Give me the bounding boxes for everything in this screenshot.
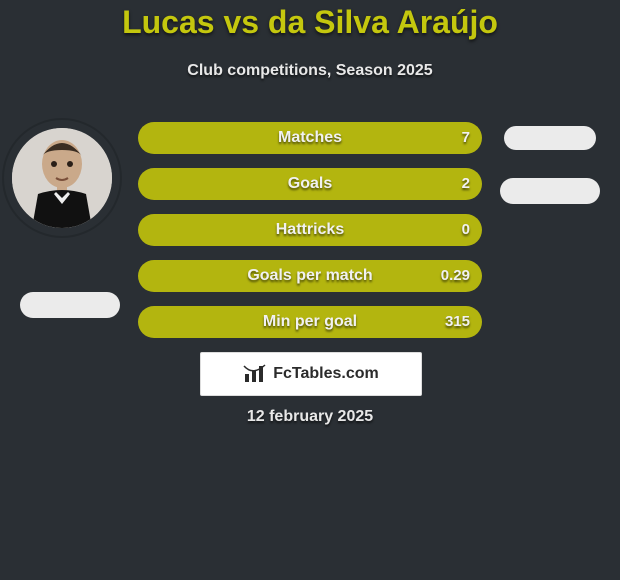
bar-label: Goals: [138, 168, 482, 200]
bar-label: Min per goal: [138, 306, 482, 338]
comparison-card: Lucas vs da Silva Araújo Club competitio…: [0, 0, 620, 580]
subtitle: Club competitions, Season 2025: [0, 62, 620, 80]
stat-bar: Hattricks0: [138, 214, 482, 246]
bar-value-right: 7: [462, 122, 470, 154]
bar-label: Goals per match: [138, 260, 482, 292]
stat-bars: Matches7Goals2Hattricks0Goals per match0…: [138, 122, 482, 352]
player-photo-icon: [12, 128, 112, 228]
player-left-name-pill: [20, 292, 120, 318]
bar-label: Hattricks: [138, 214, 482, 246]
stat-bar: Matches7: [138, 122, 482, 154]
bar-chart-icon: [243, 364, 267, 384]
player-left-avatar: [4, 120, 120, 236]
bar-label: Matches: [138, 122, 482, 154]
brand-box[interactable]: FcTables.com: [200, 352, 422, 396]
stat-bar: Goals2: [138, 168, 482, 200]
player-right-name-pill: [500, 178, 600, 204]
bar-value-right: 0.29: [441, 260, 470, 292]
brand-text: FcTables.com: [273, 365, 379, 383]
page-title: Lucas vs da Silva Araújo: [0, 4, 620, 41]
player-right-badge: [504, 126, 596, 150]
date-text: 12 february 2025: [0, 408, 620, 426]
bar-value-right: 315: [445, 306, 470, 338]
stat-bar: Min per goal315: [138, 306, 482, 338]
stat-bar: Goals per match0.29: [138, 260, 482, 292]
bar-value-right: 0: [462, 214, 470, 246]
bar-value-right: 2: [462, 168, 470, 200]
